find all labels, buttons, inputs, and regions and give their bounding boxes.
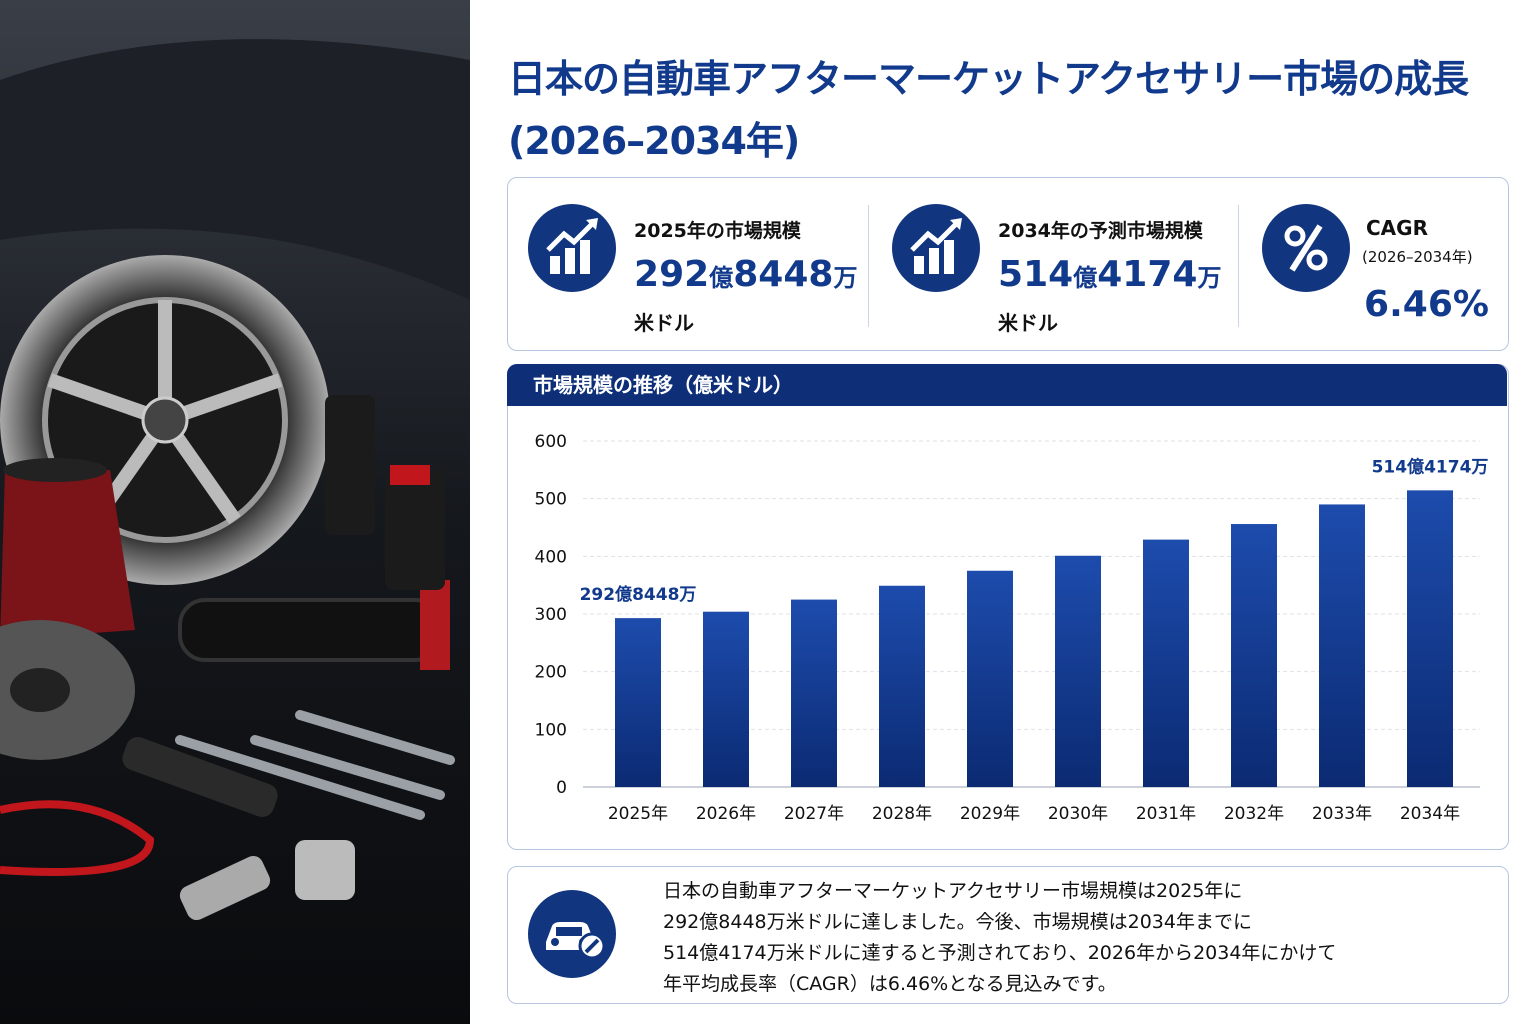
- value-label: 292億8448万: [580, 584, 697, 605]
- growth-icon: [892, 204, 980, 292]
- bar: [967, 570, 1013, 787]
- bar: [1231, 524, 1277, 787]
- stat-label: CAGR: [1366, 216, 1428, 240]
- chart-title: 市場規模の推移（億米ドル）: [507, 364, 1507, 406]
- bar: [791, 599, 837, 787]
- y-tick-label: 400: [535, 547, 567, 567]
- growth-icon: [528, 204, 616, 292]
- bar: [1143, 539, 1189, 787]
- y-tick-label: 500: [535, 490, 567, 510]
- x-tick-label: 2030年: [1048, 804, 1108, 824]
- icon: [910, 218, 962, 274]
- stat-unit: 米ドル: [634, 311, 694, 335]
- summary-line: 年平均成長率（CAGR）は6.46%となる見込みです。: [663, 973, 1117, 995]
- bar: [615, 618, 661, 787]
- title: (2026–2034年): [508, 119, 800, 163]
- car-icon: [528, 890, 616, 978]
- x-tick-label: 2032年: [1224, 804, 1284, 824]
- stat-label: 2025年の市場規模: [634, 220, 801, 242]
- bar: [1319, 504, 1365, 787]
- x-tick-label: 2029年: [960, 804, 1020, 824]
- summary-line: 514億4174万米ドルに達すると予測されており、2026年から2034年にかけ…: [663, 942, 1337, 964]
- summary: 日本の自動車アフターマーケットアクセサリー市場規模は2025年に 292億8448…: [663, 876, 1336, 1000]
- x-tick-label: 2028年: [872, 804, 932, 824]
- title: 日本の自動車アフターマーケットアクセサリー市場の成長: [508, 57, 1469, 101]
- bar: [1055, 555, 1101, 787]
- chart: 0 100 200 300 400 500 600 2025年 292億8448万 2026年 20…: [535, 432, 1489, 824]
- x-tick-label: 2027年: [784, 804, 844, 824]
- bar: [703, 611, 749, 787]
- x-tick-label: 2031年: [1136, 804, 1196, 824]
- product-photo: [0, 0, 470, 1024]
- y-tick-label: 300: [535, 605, 567, 625]
- stat-value: 6.46%: [1364, 284, 1489, 325]
- x-tick-label: 2026年: [696, 804, 756, 824]
- summary-card: [507, 866, 1509, 1004]
- y-tick-label: 0: [556, 778, 567, 798]
- y-tick-label: 100: [535, 720, 567, 740]
- divider: [1238, 205, 1239, 327]
- stat-sublabel: (2026–2034年): [1362, 248, 1473, 266]
- x-tick-label: 2033年: [1312, 804, 1372, 824]
- bar: [1407, 490, 1453, 787]
- stat-value: 514億4174万: [998, 254, 1222, 295]
- divider: [868, 205, 869, 327]
- x-tick-label: 2025年: [608, 804, 668, 824]
- value-label: 514億4174万: [1372, 456, 1489, 477]
- percent-icon: [1262, 204, 1350, 292]
- stat-value: 292億8448万: [634, 254, 858, 295]
- x-tick-label: 2034年: [1400, 804, 1460, 824]
- icon: [546, 218, 598, 274]
- y-tick-label: 200: [535, 663, 567, 683]
- stat-label: 2034年の予測市場規模: [998, 220, 1203, 242]
- bar: [879, 585, 925, 787]
- summary-line: 292億8448万米ドルに達しました。今後、市場規模は2034年までに: [663, 911, 1252, 933]
- y-tick-label: 600: [535, 432, 567, 452]
- icon: [1284, 224, 1328, 272]
- summary-line: 日本の自動車アフターマーケットアクセサリー市場規模は2025年に: [663, 880, 1243, 902]
- stat-unit: 米ドル: [998, 311, 1058, 335]
- icon: [546, 922, 606, 960]
